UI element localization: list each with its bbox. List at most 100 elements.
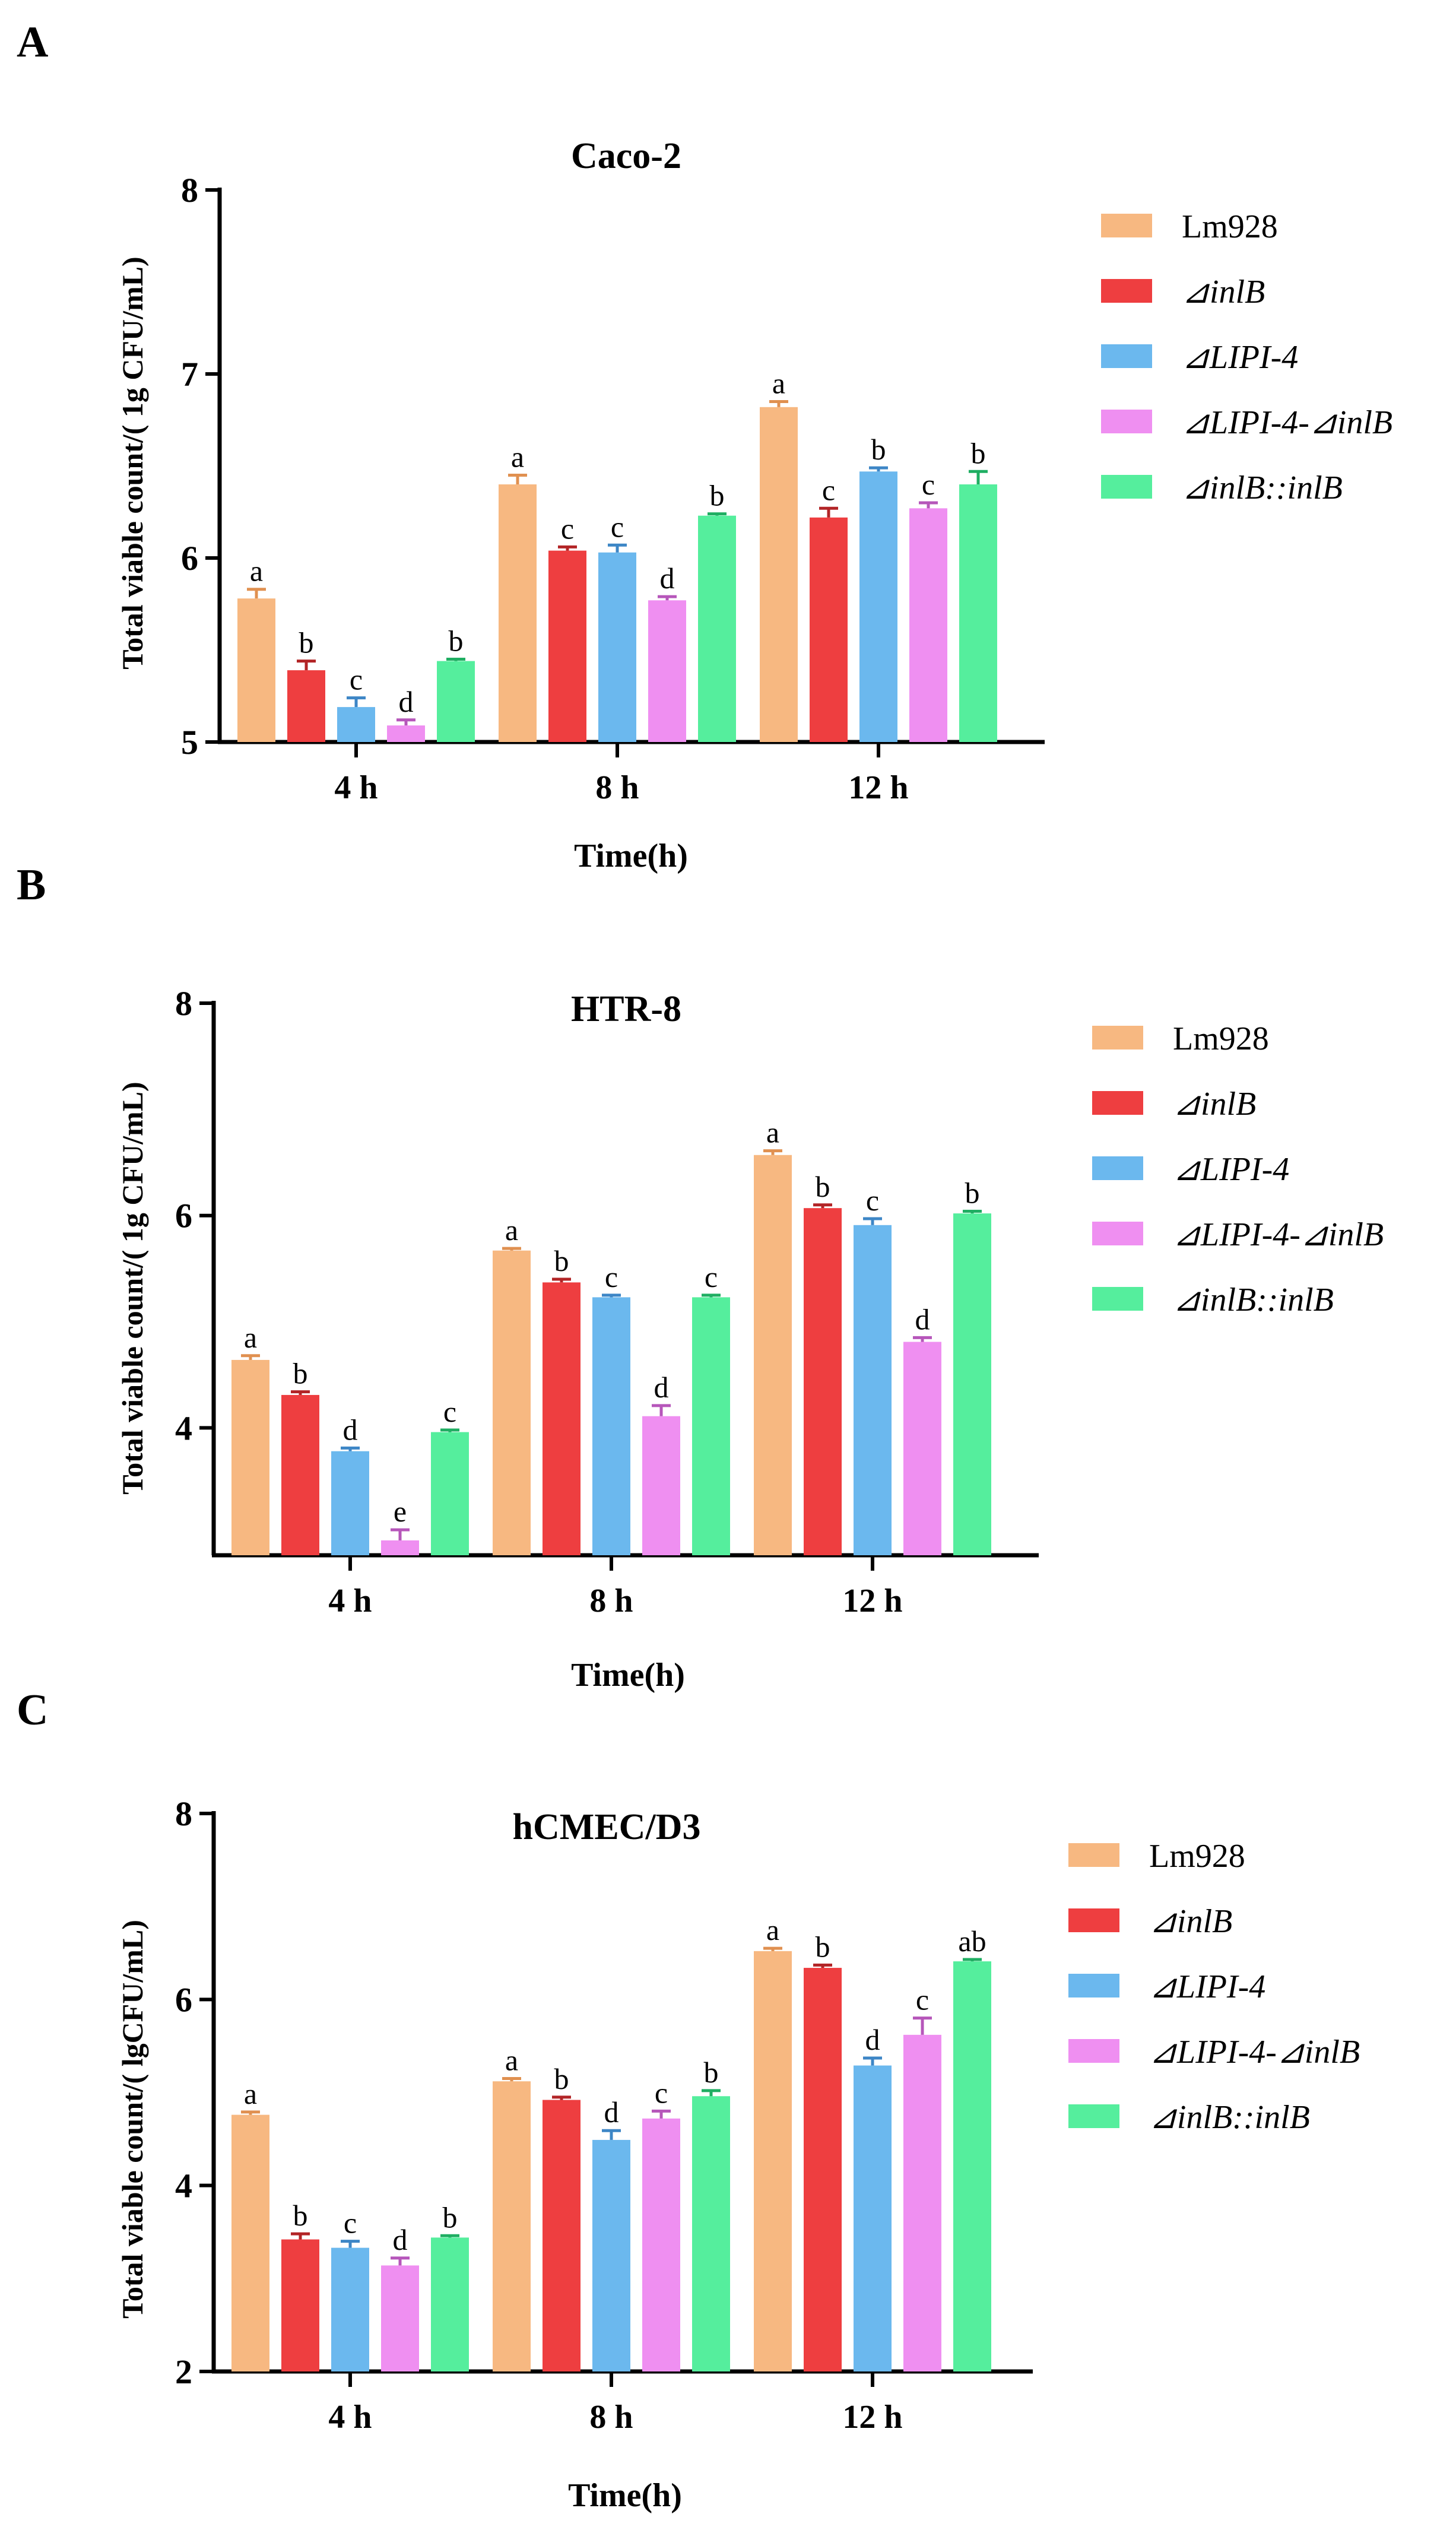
bar [760, 407, 798, 742]
significance-label: b [816, 1170, 830, 1203]
significance-label: c [350, 663, 363, 696]
significance-label: a [505, 2044, 518, 2077]
bar [804, 1968, 842, 2371]
legend-label: ⊿LIPI-4 [1182, 339, 1298, 376]
legend-label: ⊿LIPI-4 [1149, 1968, 1265, 2005]
significance-label: d [604, 2095, 619, 2129]
bar [231, 2114, 269, 2371]
bar [598, 552, 636, 742]
legend-swatch [1101, 475, 1152, 499]
significance-label: b [965, 1177, 980, 1210]
significance-label: c [611, 510, 624, 543]
bar [903, 2034, 941, 2371]
bar [381, 2265, 419, 2371]
bar [859, 471, 897, 742]
legend-label: ⊿inlB::inlB [1149, 2099, 1310, 2136]
significance-label: a [766, 1913, 779, 1946]
bar [953, 1961, 991, 2371]
legend-label: ⊿LIPI-4-⊿inlB [1149, 2034, 1360, 2071]
y-tick-label: 8 [175, 984, 192, 1023]
significance-label: b [704, 2056, 719, 2089]
legend-swatch [1101, 410, 1152, 433]
bar [959, 484, 997, 742]
panel-a: A Caco-2 Total viable count/( 1g CFU/mL)… [17, 18, 1392, 874]
bar [754, 1155, 792, 1555]
x-tick-label: 8 h [595, 769, 639, 806]
x-tick-label: 12 h [842, 1583, 902, 1619]
x-axis-label: Time(h) [571, 1657, 685, 1694]
legend-label: ⊿inlB::inlB [1173, 1282, 1334, 1318]
y-tick-label: 8 [175, 1794, 192, 1833]
bar [692, 2096, 730, 2371]
significance-label: a [772, 367, 785, 400]
bar [543, 2100, 581, 2371]
bar [231, 1359, 269, 1555]
y-tick-label: 7 [181, 355, 198, 394]
bar [281, 2239, 319, 2371]
significance-label: c [344, 2206, 357, 2240]
legend-label: ⊿LIPI-4-⊿inlB [1173, 1216, 1384, 1253]
legend-swatch [1068, 2039, 1119, 2063]
x-tick-label: 8 h [589, 2399, 633, 2436]
bar [642, 2118, 680, 2371]
bar [499, 484, 537, 742]
significance-label: a [511, 440, 524, 474]
significance-label: b [299, 626, 314, 660]
significance-label: d [865, 2023, 880, 2056]
significance-label: d [343, 1413, 358, 1446]
legend-swatch [1101, 279, 1152, 303]
bar [854, 1225, 892, 1555]
significance-label: c [916, 1983, 929, 2016]
significance-label: b [293, 1357, 308, 1390]
significance-label: b [816, 1930, 830, 1963]
bar [493, 2081, 531, 2371]
plot-area: 5 6 7 8 4 h a b c d b 8 h a c c d b 12 h a c b c b [181, 171, 1045, 806]
significance-label: d [915, 1302, 930, 1336]
significance-label: c [655, 2076, 668, 2109]
bar [431, 2237, 469, 2371]
y-tick-label: 5 [181, 723, 198, 762]
y-tick-label: 8 [181, 171, 198, 210]
legend-swatch [1068, 1843, 1119, 1867]
legend-swatch [1092, 1156, 1143, 1180]
significance-label: a [766, 1116, 779, 1149]
significance-label: b [293, 2199, 308, 2232]
legend-label: ⊿inlB [1149, 1903, 1232, 1940]
plot-area: 4 6 8 4 h a b d e c 8 h a b c d c 12 h a b c d b [175, 984, 1039, 1619]
significance-label: c [705, 1260, 718, 1293]
bar [431, 1432, 469, 1555]
x-tick-label: 12 h [842, 2399, 902, 2436]
legend-label: Lm928 [1173, 1020, 1269, 1057]
panel-letter: A [17, 18, 48, 66]
significance-label: b [871, 433, 886, 466]
chart-title: Caco-2 [571, 136, 681, 176]
legend-swatch [1101, 214, 1152, 237]
legend-label: ⊿LIPI-4-⊿inlB [1182, 404, 1392, 441]
significance-label: a [250, 554, 263, 588]
bar [543, 1282, 581, 1555]
bar [331, 1451, 369, 1555]
bar [437, 661, 475, 742]
bar [592, 1297, 630, 1555]
x-tick-label: 12 h [848, 769, 908, 806]
legend-label: ⊿inlB [1182, 274, 1265, 310]
significance-label: b [971, 436, 986, 470]
legend-swatch [1092, 1091, 1143, 1115]
y-tick-label: 2 [175, 2352, 192, 2391]
bar [381, 1540, 419, 1555]
significance-label: c [443, 1395, 456, 1428]
bar [854, 2065, 892, 2371]
significance-label: b [554, 2062, 569, 2095]
panel-letter: B [17, 861, 46, 909]
bar [909, 508, 947, 742]
bar [287, 670, 325, 742]
x-axis-label: Time(h) [574, 838, 688, 874]
significance-label: d [660, 562, 675, 595]
significance-label: ab [958, 1924, 986, 1958]
bar [648, 600, 686, 742]
legend-swatch [1092, 1222, 1143, 1245]
bar [331, 2247, 369, 2371]
bar [337, 707, 375, 742]
significance-label: a [244, 1321, 257, 1354]
